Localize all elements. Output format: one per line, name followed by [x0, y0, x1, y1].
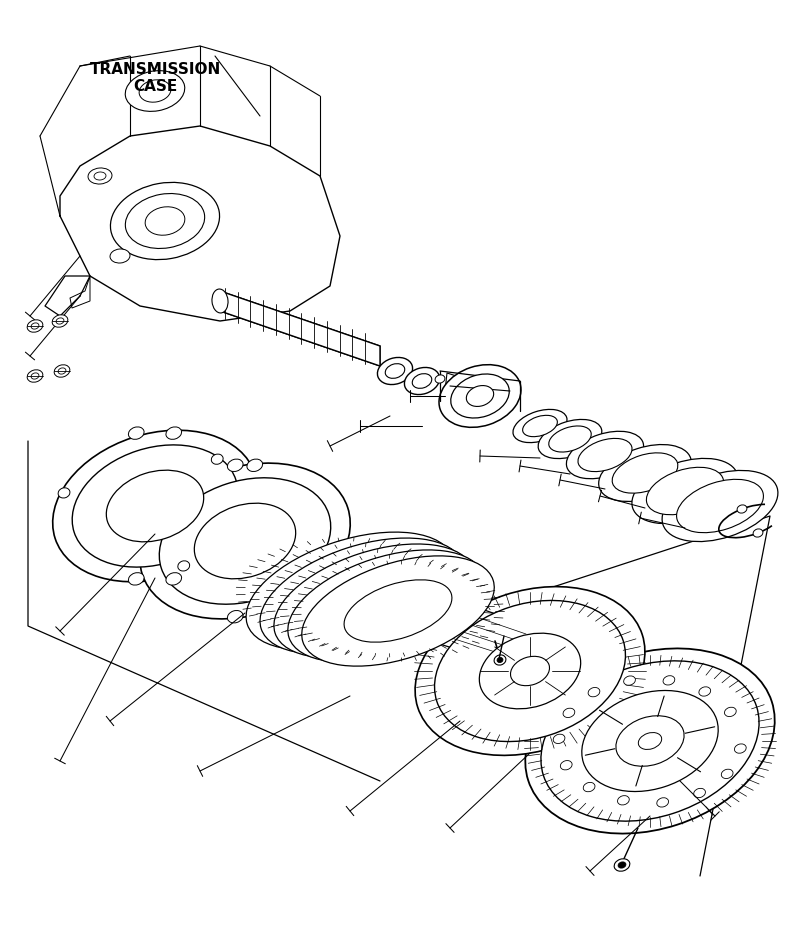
Ellipse shape — [497, 658, 503, 663]
Ellipse shape — [735, 744, 746, 753]
Ellipse shape — [227, 460, 243, 472]
Ellipse shape — [247, 611, 263, 623]
Ellipse shape — [377, 358, 413, 385]
Ellipse shape — [260, 538, 464, 654]
Ellipse shape — [646, 468, 724, 515]
Ellipse shape — [331, 575, 441, 638]
Ellipse shape — [125, 71, 185, 112]
Ellipse shape — [53, 431, 257, 582]
Ellipse shape — [435, 375, 445, 384]
Ellipse shape — [288, 550, 484, 663]
Ellipse shape — [599, 445, 691, 502]
Ellipse shape — [451, 374, 509, 418]
Ellipse shape — [510, 657, 549, 686]
Ellipse shape — [305, 563, 419, 629]
Ellipse shape — [578, 439, 632, 472]
Ellipse shape — [110, 183, 219, 260]
Ellipse shape — [663, 676, 675, 685]
Ellipse shape — [58, 369, 66, 374]
Ellipse shape — [415, 587, 645, 755]
Ellipse shape — [178, 562, 189, 571]
Ellipse shape — [699, 687, 711, 696]
Ellipse shape — [211, 455, 223, 465]
Ellipse shape — [58, 489, 70, 499]
Ellipse shape — [54, 365, 70, 378]
Ellipse shape — [656, 797, 668, 807]
Ellipse shape — [522, 416, 557, 437]
Ellipse shape — [27, 320, 43, 333]
Ellipse shape — [737, 505, 747, 514]
Ellipse shape — [110, 250, 130, 264]
Ellipse shape — [618, 862, 626, 869]
Ellipse shape — [662, 471, 778, 542]
Ellipse shape — [166, 573, 181, 586]
Ellipse shape — [618, 796, 630, 805]
Ellipse shape — [301, 556, 494, 666]
Ellipse shape — [140, 463, 350, 620]
Ellipse shape — [274, 545, 474, 658]
Ellipse shape — [588, 688, 600, 697]
Polygon shape — [220, 292, 380, 367]
Ellipse shape — [560, 761, 572, 770]
Ellipse shape — [194, 504, 296, 579]
Ellipse shape — [553, 735, 565, 744]
Ellipse shape — [435, 601, 626, 741]
Ellipse shape — [159, 478, 331, 605]
Ellipse shape — [439, 365, 521, 428]
Ellipse shape — [541, 661, 759, 821]
Ellipse shape — [466, 387, 494, 407]
Ellipse shape — [166, 428, 181, 440]
Ellipse shape — [632, 459, 738, 524]
Ellipse shape — [612, 453, 678, 493]
Ellipse shape — [385, 364, 405, 379]
Ellipse shape — [129, 428, 144, 440]
Ellipse shape — [583, 782, 595, 792]
Ellipse shape — [549, 427, 591, 453]
Ellipse shape — [129, 573, 144, 586]
Ellipse shape — [753, 530, 763, 537]
Ellipse shape — [581, 691, 718, 792]
Ellipse shape — [318, 569, 430, 634]
Ellipse shape — [724, 708, 736, 717]
Ellipse shape — [405, 368, 439, 395]
Ellipse shape — [94, 173, 106, 181]
Ellipse shape — [538, 420, 602, 459]
Ellipse shape — [694, 788, 705, 797]
Ellipse shape — [567, 431, 644, 479]
Ellipse shape — [479, 634, 581, 709]
Ellipse shape — [616, 716, 684, 767]
Ellipse shape — [623, 676, 635, 685]
Ellipse shape — [638, 733, 662, 750]
Ellipse shape — [107, 471, 204, 542]
Ellipse shape — [125, 195, 204, 249]
Ellipse shape — [677, 480, 764, 534]
Ellipse shape — [344, 580, 452, 642]
Ellipse shape — [412, 374, 432, 389]
Text: TRANSMISSION
CASE: TRANSMISSION CASE — [89, 62, 221, 95]
Ellipse shape — [31, 373, 39, 380]
Ellipse shape — [145, 208, 185, 236]
Ellipse shape — [513, 410, 567, 443]
Ellipse shape — [525, 649, 775, 834]
Ellipse shape — [88, 168, 112, 184]
Ellipse shape — [52, 315, 68, 328]
Ellipse shape — [292, 559, 408, 624]
Ellipse shape — [614, 859, 630, 871]
Ellipse shape — [246, 533, 454, 651]
Ellipse shape — [31, 324, 39, 329]
Ellipse shape — [721, 769, 733, 779]
Ellipse shape — [494, 655, 506, 665]
Ellipse shape — [227, 611, 243, 623]
Ellipse shape — [247, 460, 263, 472]
Ellipse shape — [27, 371, 43, 383]
Ellipse shape — [139, 80, 171, 103]
Ellipse shape — [56, 318, 64, 325]
Ellipse shape — [73, 446, 237, 567]
Ellipse shape — [212, 290, 228, 314]
Ellipse shape — [563, 709, 575, 718]
